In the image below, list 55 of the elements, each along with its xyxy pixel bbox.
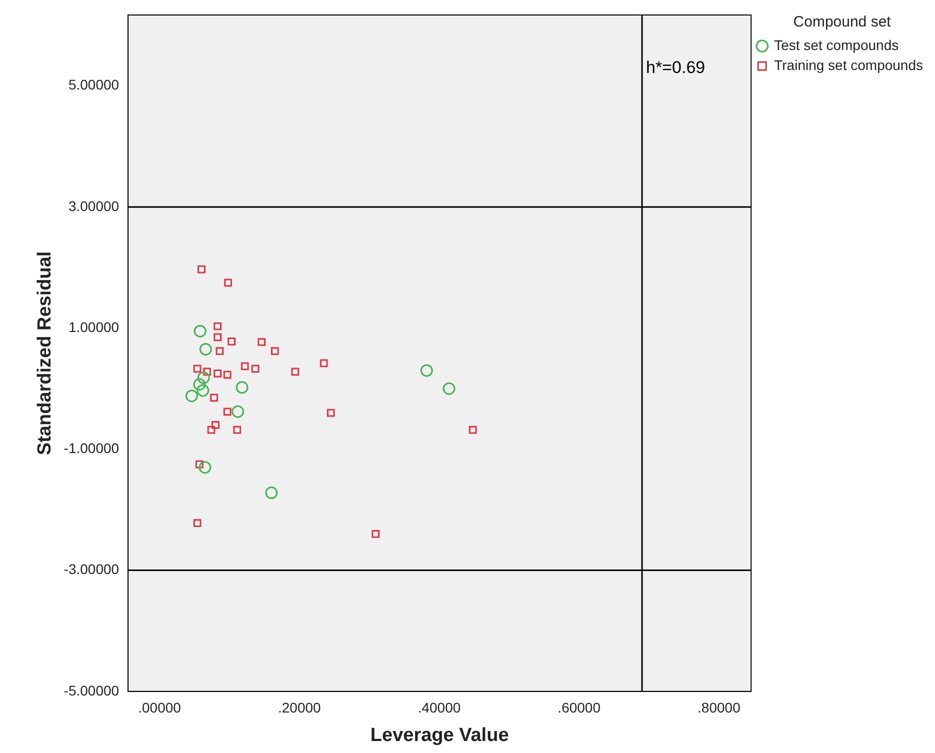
y-tick-label: -1.00000 bbox=[64, 440, 120, 456]
y-tick-label: 1.00000 bbox=[68, 318, 120, 335]
point bbox=[185, 390, 198, 402]
y-tick-label: 5.00000 bbox=[68, 76, 120, 93]
x-tick-label: .20000 bbox=[278, 700, 322, 716]
x-tick-label: .60000 bbox=[558, 700, 601, 716]
point bbox=[251, 364, 260, 373]
point bbox=[468, 426, 477, 434]
point bbox=[320, 359, 328, 368]
point bbox=[420, 364, 433, 377]
point bbox=[233, 426, 242, 434]
point bbox=[216, 347, 224, 356]
y-tick-label: -5.00000 bbox=[64, 682, 120, 698]
point bbox=[224, 278, 232, 287]
point bbox=[265, 486, 278, 500]
point bbox=[372, 530, 380, 538]
point bbox=[442, 382, 456, 395]
legend-label: Training set compounds bbox=[774, 56, 924, 73]
y-tick-label: 3.00000 bbox=[68, 198, 120, 214]
point bbox=[193, 364, 202, 373]
point bbox=[270, 347, 279, 356]
point bbox=[214, 322, 222, 330]
point bbox=[197, 371, 210, 384]
ref-line-label: h*=0.69 bbox=[646, 58, 706, 78]
point bbox=[210, 394, 218, 402]
point bbox=[193, 519, 202, 527]
point bbox=[223, 408, 232, 416]
point bbox=[194, 324, 206, 338]
point bbox=[195, 460, 204, 468]
point bbox=[232, 405, 244, 418]
point bbox=[291, 368, 300, 376]
point bbox=[212, 421, 220, 429]
legend-label: Test set compounds bbox=[774, 36, 899, 53]
point bbox=[236, 381, 248, 394]
point bbox=[199, 343, 212, 356]
point bbox=[240, 362, 249, 370]
x-tick-label: .80000 bbox=[698, 700, 741, 716]
point bbox=[198, 461, 212, 474]
point bbox=[207, 426, 216, 434]
point bbox=[198, 265, 206, 274]
point bbox=[193, 378, 206, 391]
legend-title: Compound set bbox=[793, 14, 892, 31]
point bbox=[228, 337, 236, 346]
x-axis-title: Leverage Value bbox=[370, 724, 509, 746]
point bbox=[214, 370, 222, 378]
point bbox=[203, 368, 212, 376]
point bbox=[196, 384, 210, 397]
x-tick-label: .40000 bbox=[418, 700, 461, 716]
y-axis-title: Standardized Residual bbox=[34, 251, 56, 456]
point bbox=[214, 333, 222, 342]
point bbox=[326, 408, 335, 417]
point bbox=[258, 338, 266, 346]
point bbox=[223, 370, 232, 379]
x-tick-label: .00000 bbox=[138, 700, 182, 716]
y-tick-label: -3.00000 bbox=[64, 561, 120, 578]
